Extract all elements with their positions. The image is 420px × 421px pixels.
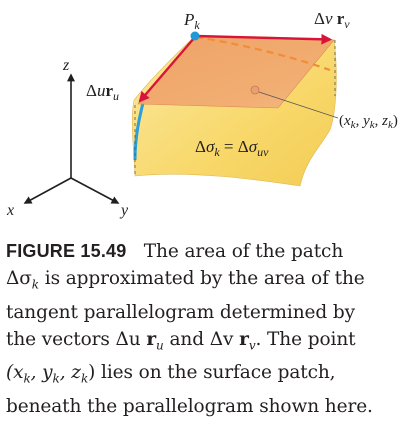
label-point-coords: (xk, yk, zk) [339, 113, 398, 131]
caption-line-6: beneath the parallelogram shown here. [6, 396, 373, 418]
label-pk: Pk [183, 10, 200, 32]
point-pk [190, 31, 200, 41]
caption-line-5: (xk, yk, zk) lies on the surface patch, [6, 362, 336, 387]
vector-dv-rv [195, 33, 333, 45]
label-du-ru: Δuru [86, 81, 119, 103]
point-xyz-dot [250, 85, 260, 95]
axis-x-label: x [6, 202, 14, 219]
caption-line-3: tangent parallelogram determined by [6, 301, 355, 323]
label-dv-rv: Δv rv [314, 9, 350, 31]
figure-caption: FIGURE 15.49 The area of the patch Δσk i… [6, 238, 414, 420]
diagram-svg: Pk Δv rv Δuru Δσk = Δσuv (xk, yk, zk) z … [6, 9, 398, 219]
caption-line-2: Δσk is approximated by the area of the [6, 268, 365, 292]
coordinate-axes [23, 73, 120, 204]
axis-y-label: y [119, 202, 129, 219]
vector-du-ru [138, 36, 196, 103]
surface-curve-dashed [195, 35, 331, 72]
figure-label: FIGURE 15.49 [6, 241, 127, 261]
caption-line-4: the vectors Δu ru and Δv rv. The point [6, 328, 356, 353]
label-surface-eq: Δσk = Δσuv [195, 137, 269, 159]
point-xyz-leader [258, 91, 339, 119]
caption-line-1: FIGURE 15.49 The area of the patch [6, 241, 344, 262]
axis-z-label: z [62, 57, 70, 74]
